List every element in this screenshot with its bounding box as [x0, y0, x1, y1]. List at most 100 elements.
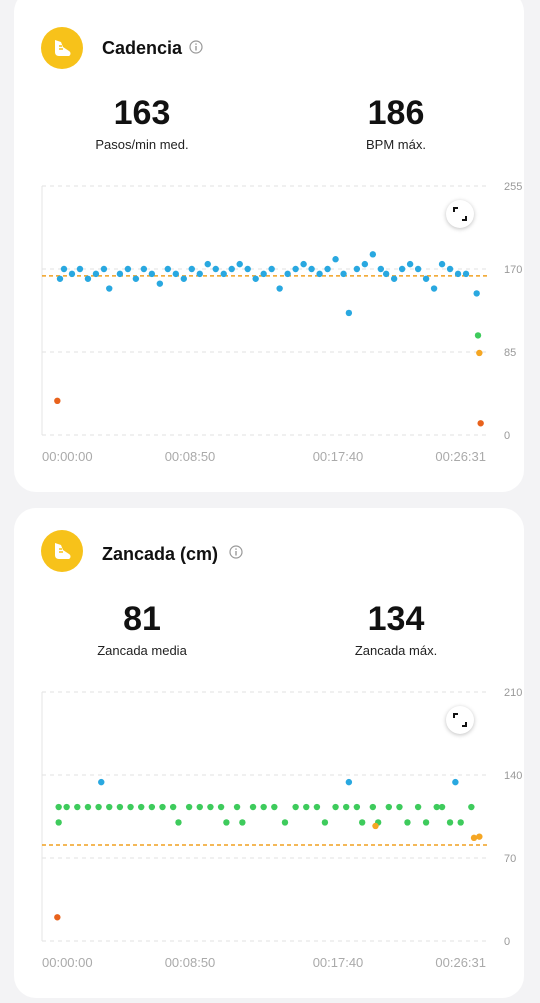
- cadence-data-point: [473, 290, 480, 297]
- cadence-data-point: [345, 309, 353, 317]
- info-icon[interactable]: [229, 545, 243, 559]
- cadence-data-point: [76, 265, 84, 273]
- cadence-data-point: [92, 270, 100, 278]
- stride-data-point: [74, 803, 81, 811]
- expand-chart-button[interactable]: [446, 706, 474, 734]
- cadence-data-point: [100, 265, 108, 273]
- cadence-data-point: [236, 260, 243, 268]
- running-shoe-icon: [55, 543, 71, 559]
- stride-data-point: [148, 803, 156, 811]
- stride-data-point: [55, 819, 62, 826]
- stride-data-point: [138, 803, 145, 811]
- cadence-data-point: [414, 265, 422, 273]
- expand-chart-button[interactable]: [446, 200, 474, 228]
- stride-chart: 210 140 70 0 00:00:00 00:08:50 00:17:40 00:26:3…: [41, 687, 522, 970]
- stride-data-point: [223, 819, 230, 826]
- stride-data-point: [106, 803, 113, 811]
- cadence-data-point: [204, 260, 211, 268]
- stride-card: Zancada (cm) 81 Zancada media 134 Zancad…: [14, 508, 524, 998]
- cadence-data-point: [430, 285, 438, 292]
- stride-data-point: [292, 803, 299, 811]
- cadence-data-point: [454, 270, 462, 278]
- cadence-data-point: [140, 265, 148, 273]
- cadence-data-point: [316, 270, 323, 278]
- cadence-data-point: [353, 265, 361, 273]
- stride-data-point: [372, 822, 379, 830]
- card-title: Cadencia: [102, 38, 183, 58]
- x-tick-label: 00:17:40: [313, 955, 364, 970]
- cadence-data-point: [398, 265, 406, 273]
- stride-data-point: [303, 803, 310, 811]
- cadence-data-point: [300, 260, 307, 268]
- max-cadence-label: BPM máx.: [366, 137, 426, 152]
- cadence-data-point: [116, 270, 124, 278]
- cadence-data-point: [60, 265, 68, 273]
- stride-data-point: [345, 778, 353, 786]
- y-tick-label: 140: [504, 770, 522, 782]
- cadence-card: Cadencia 163 Pasos/min med. 186 BPM máx.…: [14, 0, 524, 492]
- stride-data-point: [414, 803, 422, 811]
- stride-data-point: [446, 819, 454, 826]
- cadence-data-point: [54, 397, 61, 405]
- cadence-data-point: [292, 265, 299, 273]
- stride-data-point: [385, 803, 393, 811]
- cadence-data-point: [188, 265, 195, 273]
- cadence-data-point: [124, 265, 132, 273]
- stride-data-point: [185, 803, 193, 811]
- y-tick-label: 170: [504, 264, 522, 276]
- cadence-data-point: [196, 270, 203, 278]
- cadence-data-point: [268, 265, 275, 273]
- card-title: Zancada (cm): [102, 544, 219, 564]
- cadence-data-point: [332, 256, 339, 263]
- avg-cadence-value: 163: [113, 94, 171, 132]
- cadence-data-point: [476, 349, 483, 357]
- stride-data-point: [271, 803, 278, 811]
- stride-data-point: [438, 803, 446, 811]
- stride-data-point: [452, 778, 459, 786]
- cadence-data-point: [156, 280, 164, 287]
- x-tick-label: 00:08:50: [165, 449, 216, 464]
- stride-data-point: [281, 819, 289, 826]
- stride-data-point: [404, 819, 411, 826]
- stride-data-point: [217, 803, 225, 811]
- stride-data-point: [98, 778, 105, 786]
- cadence-data-point: [180, 275, 187, 282]
- cadence-data-point: [361, 260, 369, 268]
- stride-data-point: [84, 803, 92, 811]
- expand-icon: [453, 713, 467, 727]
- y-tick-label: 0: [504, 430, 510, 442]
- cadence-chart: 255 170 85 0 00:00:00 00:08:50 00:17:40 00:26:3…: [41, 181, 522, 464]
- stride-data-point: [63, 803, 70, 811]
- stride-data-point: [175, 819, 182, 826]
- cadence-data-point: [260, 270, 267, 278]
- stride-data-point: [196, 803, 203, 811]
- cadence-data-point: [422, 275, 430, 282]
- cadence-data-point: [324, 265, 331, 273]
- max-cadence-value: 186: [367, 94, 425, 132]
- cadence-data-point: [252, 275, 259, 282]
- cadence-data-point: [308, 265, 315, 273]
- stride-data-point: [468, 803, 475, 811]
- cadence-data-point: [390, 275, 398, 282]
- cadence-data-point: [462, 270, 470, 278]
- max-stride-value: 134: [367, 600, 425, 638]
- cadence-data-point: [106, 285, 113, 292]
- stride-data-point: [369, 803, 377, 811]
- cadence-data-point: [228, 265, 235, 273]
- cadence-data-point: [474, 332, 482, 339]
- stride-data-point: [159, 803, 166, 811]
- info-icon[interactable]: [189, 40, 203, 54]
- cadence-data-point: [377, 265, 385, 273]
- running-shoe-icon: [55, 40, 71, 56]
- stride-data-point: [95, 803, 102, 811]
- stride-data-point: [116, 803, 124, 811]
- stride-data-point: [422, 819, 430, 826]
- cadence-data-point: [148, 270, 156, 278]
- y-tick-label: 255: [504, 181, 522, 193]
- cadence-data-point: [446, 265, 454, 273]
- y-tick-label: 0: [504, 936, 510, 948]
- cadence-data-point: [284, 270, 291, 278]
- stride-data-point: [332, 803, 339, 811]
- cadence-data-point: [477, 420, 484, 427]
- max-stride-label: Zancada máx.: [354, 643, 438, 658]
